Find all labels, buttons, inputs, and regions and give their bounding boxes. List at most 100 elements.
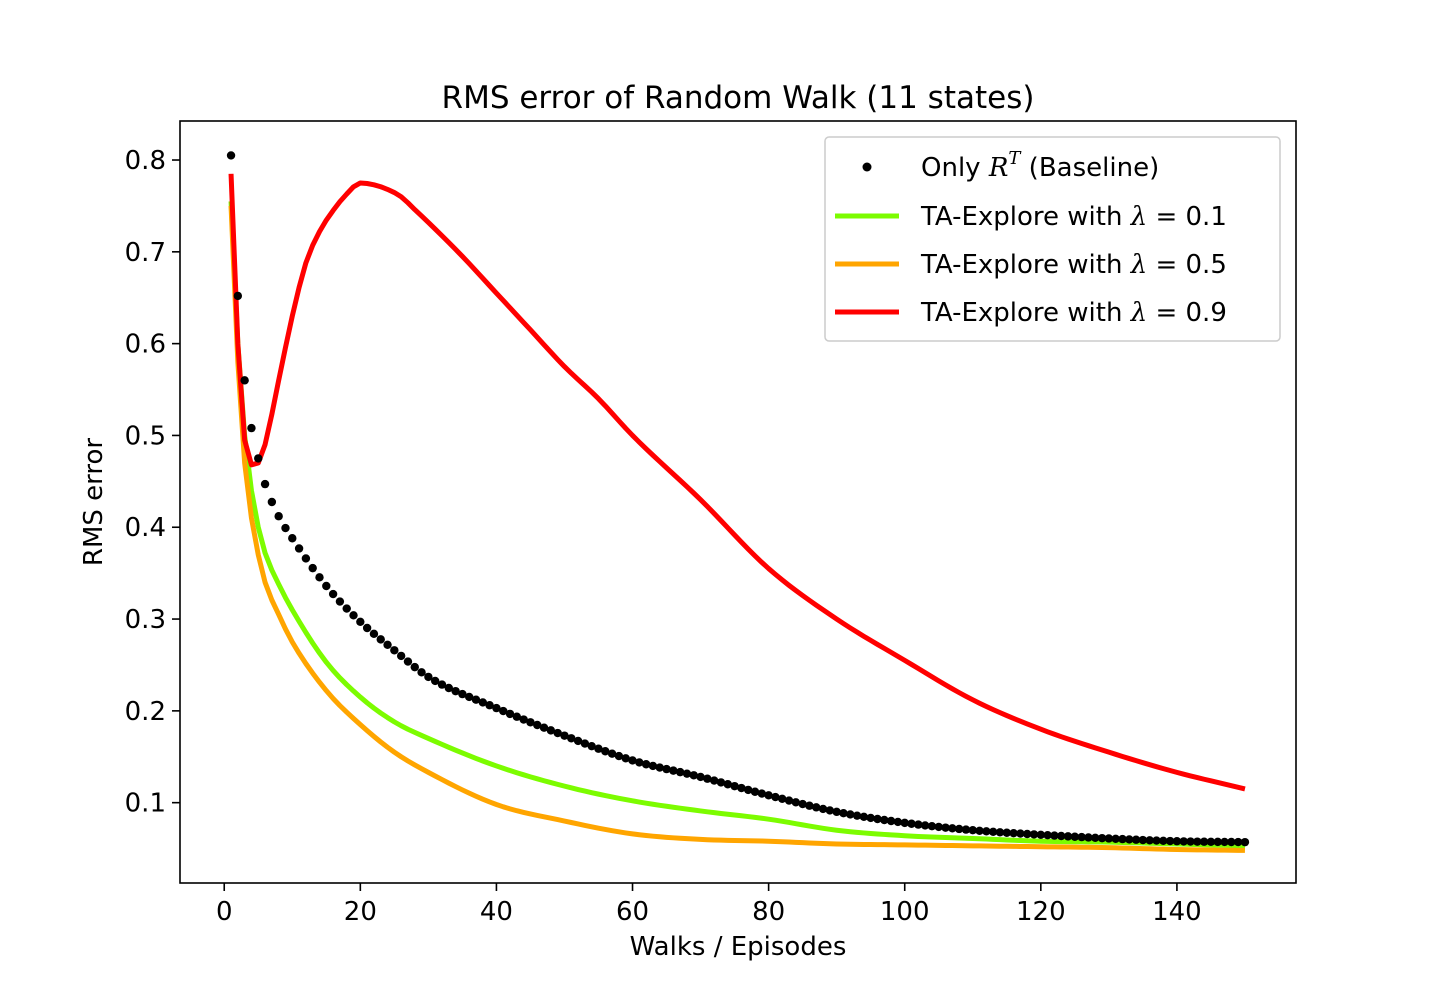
- data-point: [961, 825, 971, 834]
- legend-label-s09: TA-Explore with λ = 0.9: [920, 298, 1227, 328]
- legend-label-s09-suffix: = 0.9: [1147, 298, 1227, 328]
- data-point: [308, 563, 317, 573]
- legend-label-baseline-suffix: (Baseline): [1020, 153, 1159, 183]
- data-point: [614, 751, 624, 761]
- data-point: [573, 736, 583, 746]
- data-point: [1227, 837, 1236, 847]
- data-point: [771, 792, 780, 802]
- data-point: [995, 828, 1005, 837]
- data-point: [675, 767, 685, 777]
- data-point: [356, 617, 365, 627]
- data-point: [553, 728, 562, 738]
- data-point: [471, 695, 481, 704]
- legend: Only RT (Baseline) TA-Explore with λ = 0…: [824, 136, 1281, 342]
- data-point: [798, 799, 807, 809]
- data-point: [825, 806, 835, 815]
- data-point: [274, 512, 283, 521]
- data-point: [499, 706, 508, 716]
- data-point: [635, 758, 644, 767]
- data-point: [437, 680, 447, 689]
- data-point: [886, 816, 896, 826]
- data-point: [254, 454, 263, 463]
- series-layer: [226, 151, 1250, 853]
- data-point: [927, 822, 937, 831]
- data-point: [621, 754, 630, 763]
- data-point: [778, 794, 787, 804]
- series-points-baseline: [226, 151, 1250, 847]
- y-tick-label: 0.5: [125, 421, 166, 451]
- data-point: [873, 814, 882, 824]
- data-point: [1002, 828, 1011, 837]
- data-point: [607, 749, 617, 758]
- data-point: [410, 662, 419, 672]
- data-point: [322, 581, 331, 591]
- data-point: [982, 827, 991, 836]
- data-point: [934, 822, 943, 832]
- data-point: [709, 776, 719, 785]
- data-point: [1159, 836, 1168, 846]
- data-point: [846, 810, 855, 819]
- data-point: [424, 672, 433, 682]
- data-point: [505, 709, 515, 719]
- data-point: [335, 597, 345, 606]
- data-point: [1138, 835, 1148, 845]
- legend-label-s05-sym: λ: [1130, 250, 1147, 280]
- data-point: [975, 826, 984, 835]
- chart-title: RMS error of Random Walk (11 states): [442, 80, 1035, 116]
- data-point: [240, 376, 249, 385]
- series-line-s05: [228, 205, 1245, 853]
- data-point: [328, 589, 338, 599]
- legend-label-s01-prefix: TA-Explore with: [920, 202, 1131, 232]
- data-point: [260, 479, 270, 489]
- legend-label-baseline: Only RT (Baseline): [921, 148, 1159, 183]
- data-point: [1186, 837, 1195, 846]
- data-point: [812, 803, 821, 812]
- data-point: [1043, 831, 1052, 840]
- data-point: [839, 808, 848, 818]
- data-point: [744, 785, 753, 795]
- data-point: [1091, 833, 1100, 843]
- data-point: [458, 689, 467, 699]
- data-point: [587, 741, 596, 751]
- data-point: [737, 783, 746, 793]
- data-point: [512, 712, 522, 721]
- y-tick-label: 0.7: [125, 238, 166, 268]
- x-tick-label: 100: [880, 897, 930, 927]
- x-tick-label: 20: [344, 897, 377, 927]
- data-point: [818, 804, 828, 814]
- data-point: [730, 781, 739, 791]
- y-axis: 0.1 0.2 0.3 0.4 0.5 0.6 0.7 0.8: [125, 146, 180, 819]
- legend-label-s05: TA-Explore with λ = 0.5: [920, 250, 1227, 280]
- data-point: [390, 646, 399, 655]
- data-point: [1036, 830, 1046, 839]
- data-point: [1118, 834, 1127, 844]
- plot-frame: [179, 120, 1297, 884]
- data-point: [914, 820, 923, 829]
- data-point: [1193, 837, 1202, 846]
- series-line-s09: [228, 173, 1246, 792]
- data-point: [519, 715, 528, 724]
- data-point: [226, 151, 236, 160]
- data-point: [369, 629, 379, 639]
- legend-label-s01-suffix: = 0.1: [1147, 202, 1227, 232]
- legend-marker-baseline: [862, 162, 872, 172]
- legend-box: [824, 136, 1281, 342]
- data-point: [750, 787, 760, 796]
- x-axis: 0 20 40 60 80 100 120 140: [216, 883, 1202, 927]
- data-point: [301, 554, 311, 563]
- data-point: [601, 747, 610, 756]
- data-point: [465, 692, 474, 702]
- data-point: [832, 807, 841, 817]
- data-point: [628, 756, 637, 765]
- legend-label-baseline-sup: T: [1008, 148, 1022, 169]
- data-point: [1145, 836, 1154, 845]
- y-tick-label: 0.8: [125, 146, 166, 176]
- data-point: [859, 812, 869, 822]
- data-point: [900, 818, 909, 828]
- data-point: [723, 780, 732, 789]
- x-tick-label: 120: [1016, 897, 1066, 927]
- x-tick-label: 0: [216, 897, 233, 927]
- data-point: [1050, 831, 1059, 840]
- data-point: [1220, 837, 1229, 847]
- data-point: [689, 771, 698, 780]
